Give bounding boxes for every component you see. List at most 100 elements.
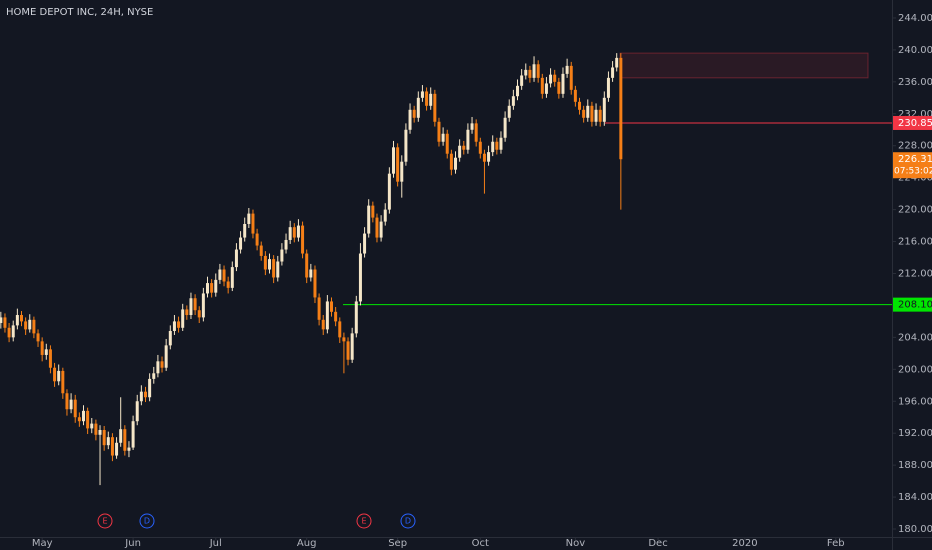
candle-body	[32, 319, 36, 334]
candle-body	[272, 259, 276, 278]
candle-body	[296, 225, 300, 238]
candle-body	[98, 429, 102, 435]
candle-body	[565, 65, 569, 74]
candle-body	[578, 101, 582, 110]
candle-body	[0, 317, 3, 323]
candle-body	[255, 233, 259, 246]
candle-body	[371, 205, 375, 218]
candle-body	[482, 153, 486, 162]
candle-body	[317, 297, 321, 320]
x-tick-label: Feb	[827, 538, 845, 549]
candle-body	[57, 370, 61, 382]
candle-body	[3, 317, 7, 328]
candle-body	[164, 345, 168, 368]
candle-body	[425, 91, 429, 106]
candle-body	[230, 267, 234, 288]
candle-body	[65, 393, 69, 410]
candle-body	[135, 401, 139, 422]
candle-body	[143, 391, 147, 398]
candle-body	[449, 153, 453, 170]
candle-body	[342, 337, 346, 342]
candle-body	[288, 227, 292, 240]
candle-body	[602, 97, 606, 122]
price-label: 230.85	[898, 118, 932, 129]
candle-body	[205, 283, 209, 294]
candle-body	[7, 327, 11, 338]
candle-body	[40, 341, 44, 355]
candle-body	[185, 309, 189, 316]
event-label: E	[102, 517, 107, 526]
candle-body	[61, 370, 65, 394]
candle-body	[462, 145, 466, 150]
x-tick-label: Sep	[388, 538, 407, 549]
event-label: D	[405, 517, 411, 526]
candle-body	[15, 315, 19, 326]
candle-body	[86, 410, 90, 429]
candle-body	[404, 129, 408, 162]
candle-body	[549, 74, 553, 84]
event-label: E	[361, 517, 366, 526]
candle-body	[197, 310, 201, 318]
candle-body	[433, 93, 437, 122]
y-tick-label: 196.00	[898, 396, 932, 407]
price-label-bg	[893, 297, 932, 312]
candle-body	[305, 253, 309, 278]
candle-body	[94, 423, 98, 435]
candle-body	[106, 437, 110, 446]
candle-body	[569, 65, 573, 90]
candle-body	[491, 141, 495, 153]
candle-body	[234, 249, 238, 268]
x-tick-label: Nov	[566, 538, 586, 549]
candle-body	[139, 391, 143, 402]
candle-body	[615, 57, 619, 68]
y-tick-label: 212.00	[898, 268, 932, 279]
candle-body	[268, 259, 272, 270]
candle-body	[321, 319, 325, 330]
candle-body	[544, 83, 548, 94]
candle-body	[524, 69, 528, 76]
y-tick-label: 236.00	[898, 77, 932, 88]
candle-body	[561, 73, 565, 94]
candle-body	[81, 410, 85, 422]
candle-body	[168, 330, 172, 346]
candle-body	[11, 325, 15, 338]
y-tick-label: 220.00	[898, 205, 932, 216]
candle-body	[53, 367, 57, 382]
candle-body	[594, 109, 598, 122]
candle-body	[313, 269, 317, 298]
candle-body	[354, 301, 358, 334]
y-tick-label: 240.00	[898, 45, 932, 56]
chart-title: HOME DEPOT INC, 24H, NYSE	[6, 7, 153, 18]
event-marker	[400, 513, 416, 529]
x-tick-label: Jun	[124, 538, 141, 549]
x-tick-label: 2020	[732, 538, 757, 549]
candle-body	[214, 279, 218, 293]
candle-body	[44, 349, 48, 355]
event-marker	[97, 513, 113, 529]
candle-body	[553, 74, 557, 82]
candle-body	[226, 281, 230, 288]
candle-body	[507, 105, 511, 118]
candle-body	[416, 97, 420, 118]
candle-body	[193, 298, 197, 311]
candle-body	[218, 269, 222, 280]
candle-body	[24, 321, 28, 330]
candle-body	[131, 421, 135, 448]
y-tick-label: 232.00	[898, 109, 932, 120]
candle-body	[263, 255, 267, 270]
last-price-label: 226.31	[898, 154, 932, 165]
x-tick-label: Jul	[209, 538, 222, 549]
candle-body	[363, 233, 367, 254]
candle-body	[412, 109, 416, 118]
candle-body	[557, 81, 561, 94]
candle-body	[478, 141, 482, 154]
candle-body	[309, 269, 313, 278]
candle-body	[148, 378, 152, 398]
y-tick-label: 216.00	[898, 237, 932, 248]
candle-body	[396, 147, 400, 182]
candle-body	[346, 341, 350, 360]
candle-body	[454, 157, 458, 170]
candle-body	[383, 209, 387, 222]
candle-body	[222, 269, 226, 282]
price-label-bg	[893, 115, 932, 130]
